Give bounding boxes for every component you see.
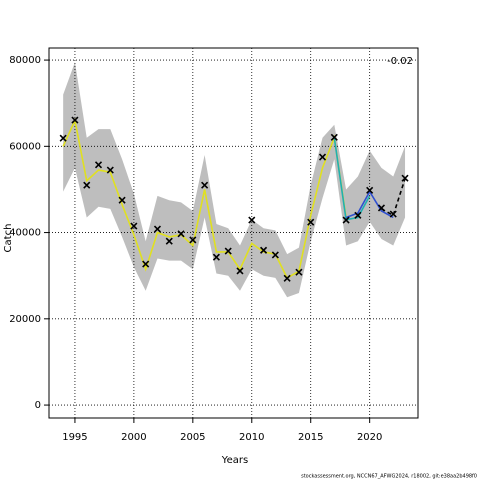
observed-point xyxy=(377,204,386,212)
observed-point xyxy=(307,218,315,226)
line xyxy=(333,137,371,221)
observed-point xyxy=(118,196,126,204)
observed-point xyxy=(318,153,327,161)
y-tick-label: 20000 xyxy=(9,314,41,325)
observed-point xyxy=(59,134,67,142)
observed-point xyxy=(283,274,291,282)
observed-point xyxy=(165,237,173,245)
observed-point xyxy=(401,174,409,182)
annotation: -0.02 xyxy=(387,56,413,67)
x-tick-label: 2005 xyxy=(180,432,205,443)
y-tick-label: 0 xyxy=(35,400,41,411)
observed-point xyxy=(177,230,185,238)
observed-point xyxy=(259,246,268,254)
observed-point xyxy=(153,225,162,233)
y-tick-label: 40000 xyxy=(9,228,41,239)
observed-point xyxy=(224,247,232,255)
plot-frame xyxy=(48,47,419,419)
x-tick-label: 1995 xyxy=(62,432,87,443)
observed-point xyxy=(271,251,279,259)
observed-point xyxy=(248,216,256,224)
observed-point xyxy=(212,253,220,261)
x-tick-label: 2015 xyxy=(298,432,323,443)
observed-point xyxy=(330,133,338,141)
observed-point xyxy=(295,268,303,276)
x-tick-label: 2000 xyxy=(121,432,146,443)
y-axis-label: Catch xyxy=(3,224,14,253)
confidence-band xyxy=(63,62,406,298)
observed-point xyxy=(94,161,103,169)
observed-point xyxy=(366,186,374,194)
observed-point xyxy=(236,267,244,275)
line xyxy=(345,190,394,219)
observed-point xyxy=(201,181,209,189)
observed-point xyxy=(106,166,114,174)
x-tick-label: 2020 xyxy=(357,432,382,443)
observed-point xyxy=(71,116,79,124)
observed-point xyxy=(83,181,91,189)
observed-point xyxy=(130,222,138,230)
observed-point xyxy=(142,260,150,268)
x-axis-label: Years xyxy=(221,455,248,466)
x-tick-label: 2010 xyxy=(239,432,264,443)
observed-point xyxy=(354,211,362,219)
observed-point xyxy=(189,236,197,244)
y-tick-label: 60000 xyxy=(9,141,41,152)
observed-point xyxy=(342,216,350,224)
observed-point xyxy=(389,210,397,218)
y-tick-label: 80000 xyxy=(9,55,41,66)
footer: stockassessment.org, NCCN67_AFWG2024, r1… xyxy=(301,474,477,480)
